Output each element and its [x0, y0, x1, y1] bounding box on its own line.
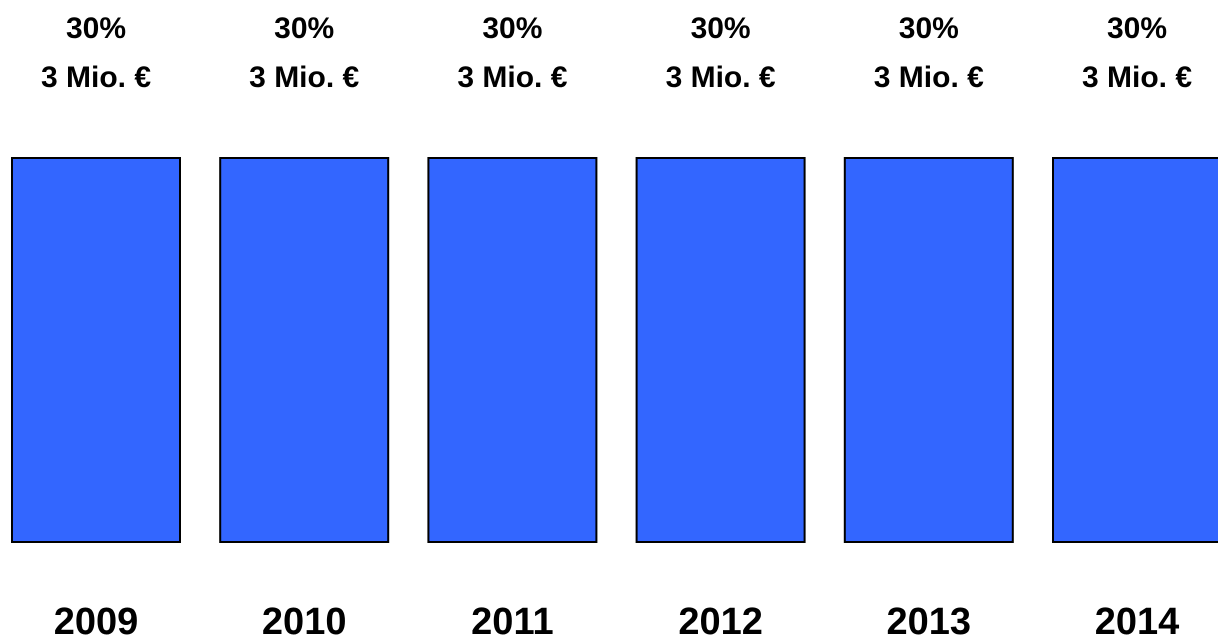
value-label: 30% [274, 12, 334, 45]
x-tick-label: 2011 [471, 601, 553, 642]
x-tick-label: 2014 [1095, 601, 1180, 642]
x-tick-label: 2013 [887, 601, 972, 642]
value-label: 30% [66, 12, 126, 45]
x-tick-label: 2010 [262, 601, 347, 642]
value-label: 30% [691, 12, 751, 45]
amount-label: 3 Mio. € [457, 61, 567, 94]
bar [427, 157, 598, 543]
amount-label: 3 Mio. € [41, 61, 151, 94]
amount-label: 3 Mio. € [249, 61, 359, 94]
bar [1052, 157, 1218, 543]
value-label: 30% [1107, 12, 1167, 45]
amount-label: 3 Mio. € [666, 61, 776, 94]
x-tick-label: 2012 [678, 601, 763, 642]
bar [635, 157, 806, 543]
value-label: 30% [899, 12, 959, 45]
bar [219, 157, 390, 543]
amount-label: 3 Mio. € [1082, 61, 1192, 94]
amount-label: 3 Mio. € [874, 61, 984, 94]
x-tick-label: 2009 [54, 601, 139, 642]
bar [843, 157, 1014, 543]
bar [11, 157, 181, 543]
value-label: 30% [482, 12, 542, 45]
